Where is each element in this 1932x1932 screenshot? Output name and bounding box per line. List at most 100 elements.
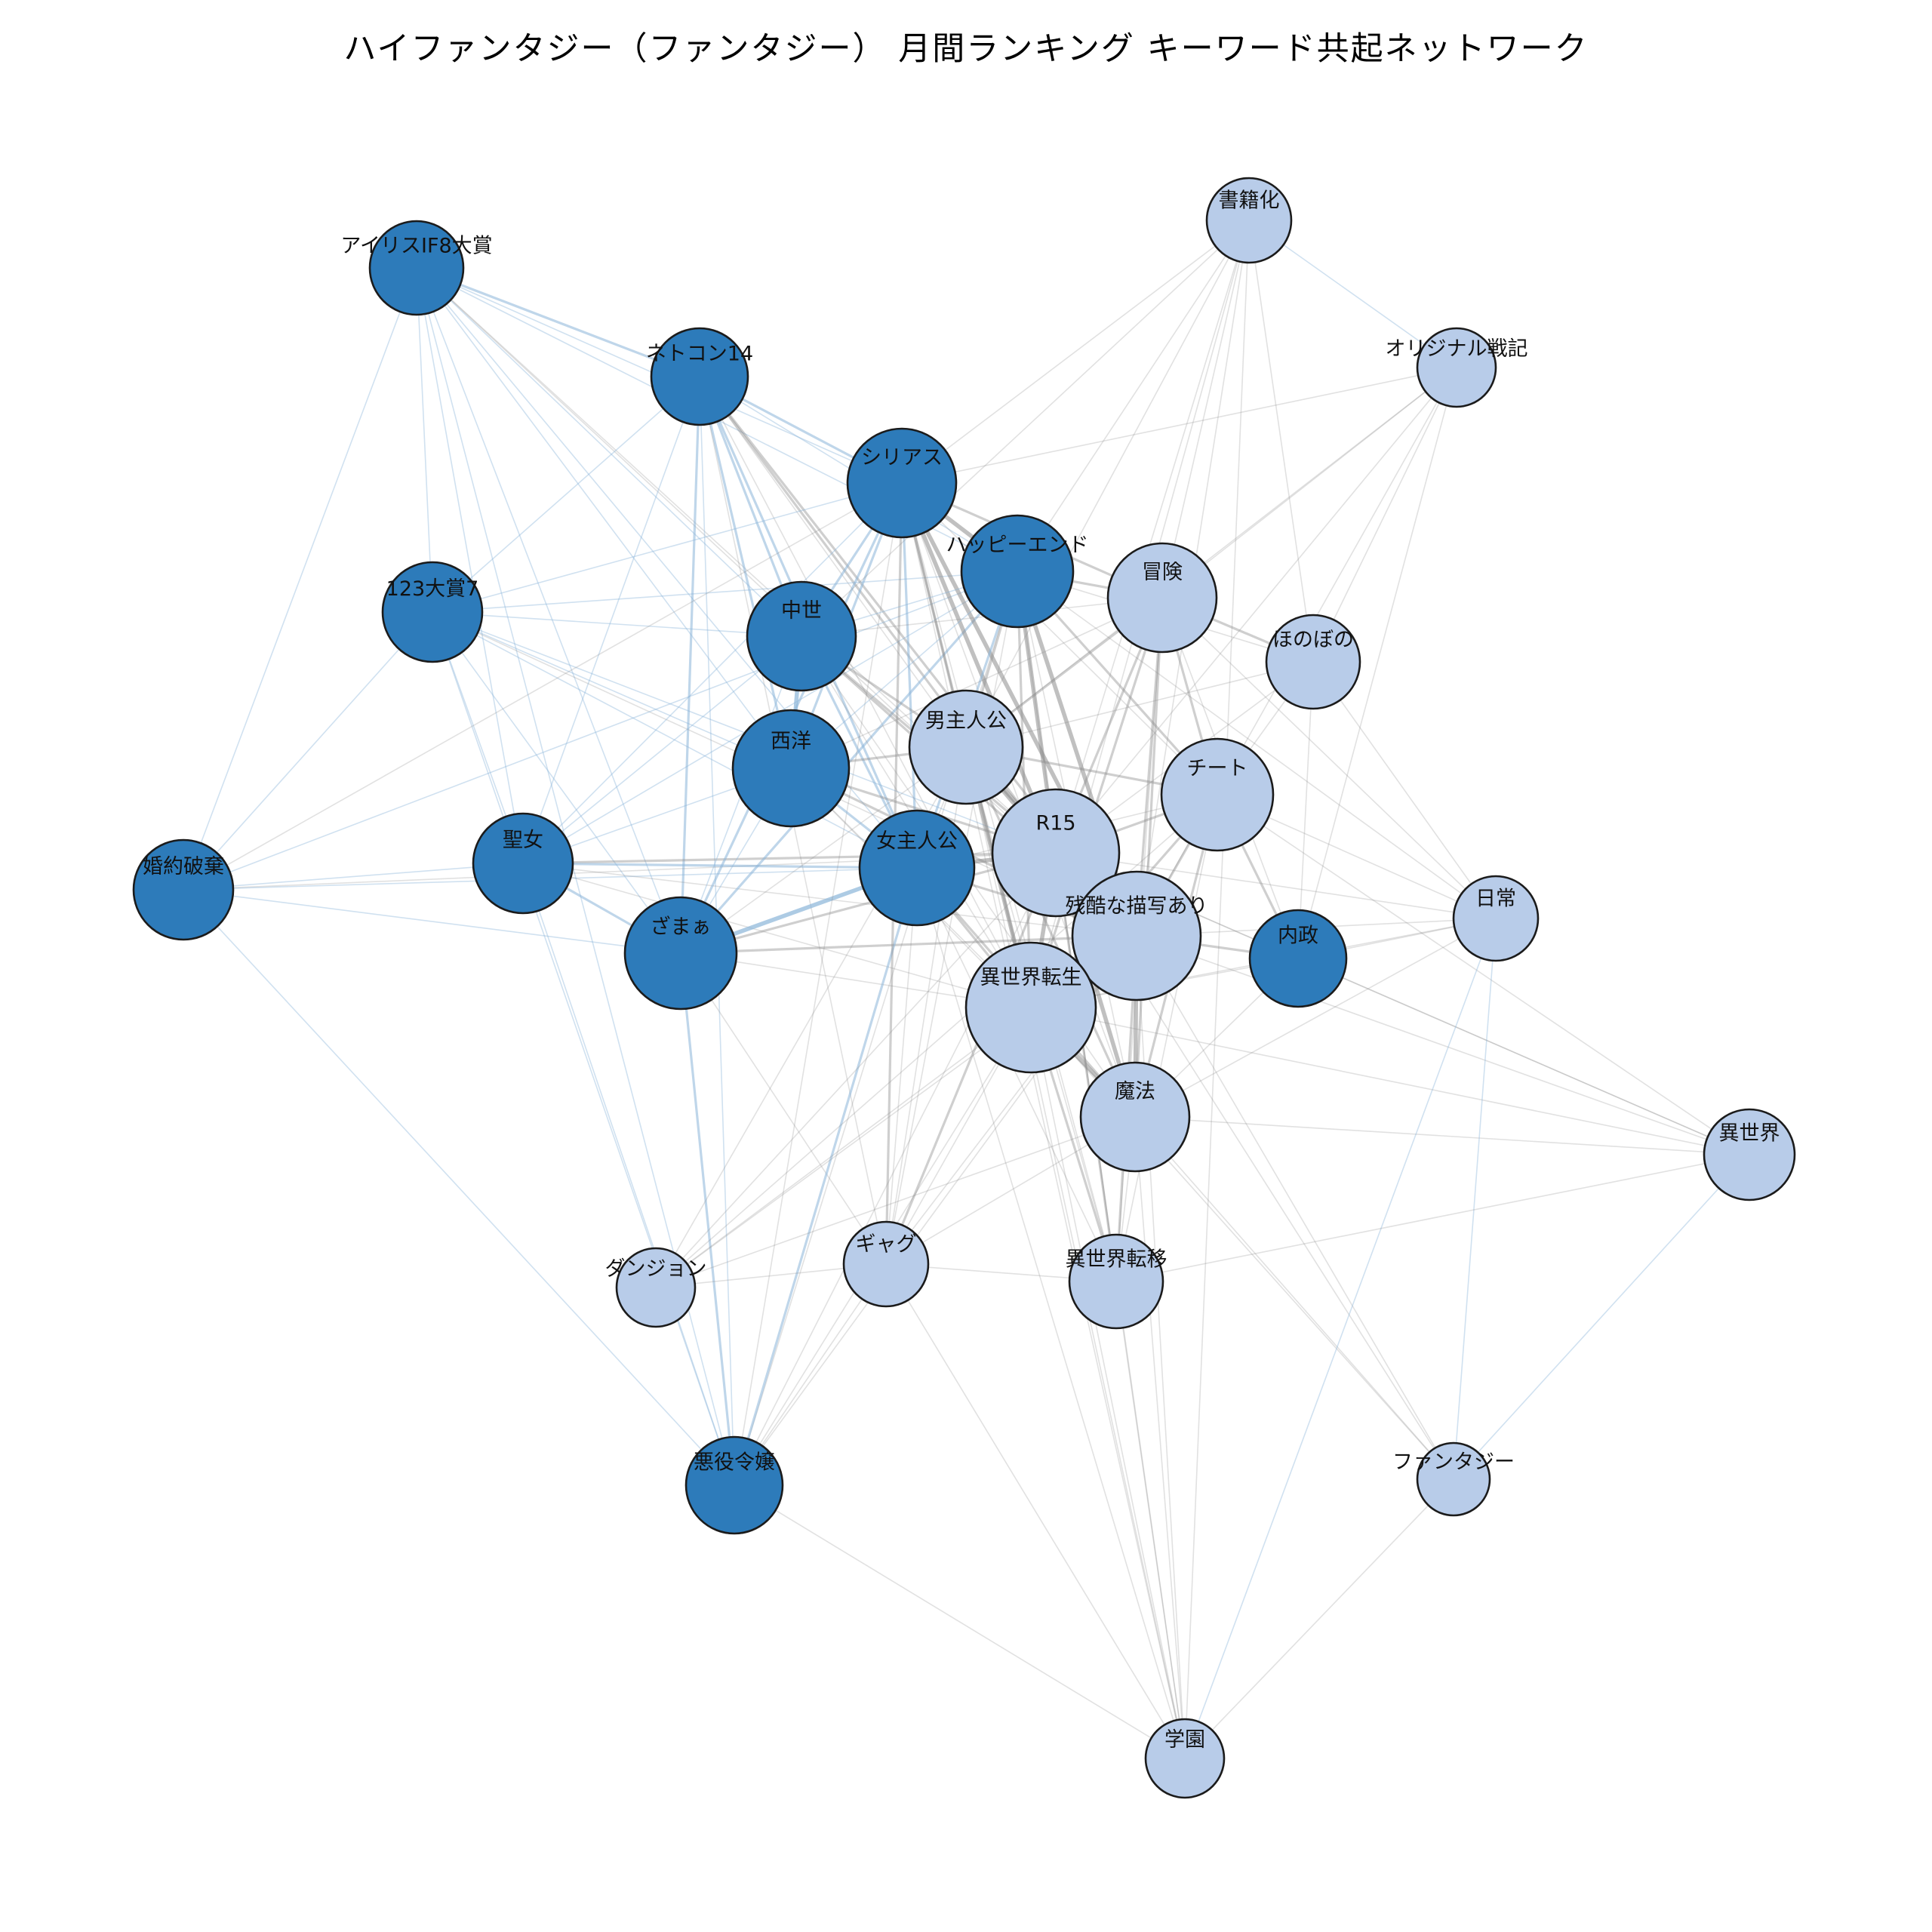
edge-冒険-日常 — [1161, 597, 1497, 919]
edge-アイリスIF8大賞-聖女 — [416, 267, 524, 864]
edge-中世-冒険 — [801, 597, 1163, 637]
edge-シリアス-R15 — [900, 481, 1058, 854]
graph-node-6-冒険 — [1106, 542, 1218, 654]
edge-ざまぁ-悪役令嬢 — [679, 952, 736, 1486]
edge-123大賞7-中世 — [432, 611, 802, 637]
edge-ほのぼの-日常 — [1312, 661, 1497, 919]
edge-アイリスIF8大賞-中世 — [416, 267, 802, 637]
graph-node-22-魔法 — [1079, 1061, 1191, 1173]
edge-男主人公-学園 — [965, 746, 1186, 1759]
edge-残酷な描写あり-ギャグ — [885, 935, 1137, 1265]
edge-R15-オリジナル戦記 — [1055, 367, 1457, 854]
graph-node-24-ダンジョン — [615, 1247, 697, 1328]
edge-ネトコン14-男主人公 — [699, 376, 967, 748]
edge-聖女-異世界転生 — [522, 863, 1032, 1008]
edge-悪役令嬢-学園 — [734, 1484, 1186, 1759]
edge-ネトコン14-ざまぁ — [679, 376, 701, 954]
edge-R15-ギャグ — [884, 852, 1057, 1265]
edge-書籍化-学園 — [1184, 220, 1250, 1759]
edge-ほのぼの-オリジナル戦記 — [1312, 367, 1457, 663]
edge-日常-学園 — [1184, 918, 1497, 1759]
edge-123大賞7-ざまぁ — [432, 611, 681, 954]
graph-node-9-中世 — [746, 580, 857, 692]
graph-node-12-チート — [1160, 737, 1275, 852]
edge-ファンタジー-学園 — [1184, 1478, 1454, 1759]
edge-ほのぼの-書籍化 — [1248, 220, 1314, 663]
edge-ネトコン14-異世界転生 — [699, 376, 1032, 1008]
edge-異世界転生-冒険 — [1029, 597, 1164, 1008]
graph-node-23-異世界 — [1703, 1108, 1796, 1201]
edge-異世界転生-学園 — [1030, 1007, 1186, 1759]
edge-聖女-シリアス — [522, 482, 903, 864]
edge-男主人公-ほのぼの — [965, 661, 1314, 748]
edge-ハッピーエンド-ギャグ — [885, 571, 1018, 1265]
edge-男主人公-魔法 — [964, 746, 1137, 1118]
edge-冒険-オリジナル戦記 — [1161, 367, 1457, 598]
edge-アイリスIF8大賞-ざまぁ — [416, 267, 681, 954]
edge-123大賞7-ハッピーエンド — [432, 571, 1018, 613]
edge-アイリスIF8大賞-婚約破棄 — [183, 267, 417, 891]
edge-冒険-書籍化 — [1161, 220, 1250, 598]
edge-R15-日常 — [1055, 852, 1497, 919]
edge-中世-書籍化 — [801, 220, 1250, 637]
edge-ギャグ-学園 — [885, 1263, 1186, 1759]
edge-ダンジョン-R15 — [655, 852, 1057, 1288]
graph-node-14-女主人公 — [858, 809, 976, 927]
edge-婚約破棄-聖女 — [183, 863, 524, 891]
edge-シリアス-オリジナル戦記 — [901, 367, 1457, 484]
edge-ざまぁ-ギャグ — [680, 952, 887, 1265]
edge-悪役令嬢-シリアス — [734, 482, 903, 1486]
graph-node-4-書籍化 — [1205, 177, 1293, 264]
edge-アイリスIF8大賞-西洋 — [416, 267, 792, 769]
edge-魔法-ダンジョン — [655, 1116, 1136, 1288]
edge-アイリスIF8大賞-123大賞7 — [416, 267, 433, 613]
graph-node-17-残酷な描写あり — [1071, 870, 1202, 1001]
edge-魔法-日常 — [1134, 918, 1497, 1118]
edge-聖女-中世 — [522, 635, 802, 864]
edge-シリアス-女主人公 — [900, 482, 918, 869]
edge-女主人公-学園 — [916, 867, 1186, 1759]
edge-聖女-女主人公 — [522, 862, 918, 869]
edge-ざまぁ-男主人公 — [680, 746, 967, 954]
edge-123大賞7-西洋 — [432, 611, 792, 769]
graph-node-20-ざまぁ — [623, 896, 738, 1011]
graph-node-25-ギャグ — [842, 1220, 930, 1308]
edge-悪役令嬢-女主人公 — [733, 867, 918, 1486]
edge-ハッピーエンド-日常 — [1017, 571, 1497, 919]
edge-シリアス-チート — [901, 482, 1218, 795]
edge-ざまぁ-残酷な描写あり — [680, 934, 1137, 955]
edge-ハッピーエンド-異世界転生 — [1016, 571, 1032, 1008]
edge-ざまぁ-R15 — [680, 851, 1057, 955]
chart-title: ハイファンタジー（ファンタジー） 月間ランキング キーワード共起ネットワーク — [343, 30, 1589, 68]
edge-ハッピーエンド-書籍化 — [1017, 220, 1250, 572]
edge-魔法-冒険 — [1134, 597, 1164, 1118]
edge-女主人公-異世界転移 — [916, 867, 1117, 1282]
edge-異世界転移-異世界 — [1115, 1154, 1750, 1282]
edge-チート-異世界 — [1217, 794, 1750, 1155]
edge-婚約破棄-ハッピーエンド — [183, 571, 1018, 891]
edge-ハッピーエンド-異世界転移 — [1017, 571, 1117, 1282]
graph-node-5-オリジナル戦記 — [1416, 327, 1497, 408]
graph-node-27-悪役令嬢 — [685, 1435, 784, 1535]
edge-婚約破棄-悪役令嬢 — [183, 889, 735, 1486]
edge-魔法-ファンタジー — [1134, 1116, 1454, 1480]
edge-ネトコン14-西洋 — [698, 376, 792, 769]
edge-異世界転生-異世界 — [1030, 1007, 1750, 1155]
graph-node-13-R15 — [991, 788, 1121, 918]
edge-男主人公-書籍化 — [965, 220, 1250, 748]
graph-node-0-アイリスIF8大賞 — [368, 220, 465, 316]
edge-異世界転移-学園 — [1115, 1281, 1186, 1759]
edge-異世界-ファンタジー — [1453, 1154, 1750, 1480]
edge-残酷な描写あり-ファンタジー — [1136, 935, 1454, 1480]
edge-西洋-冒険 — [790, 597, 1163, 769]
graph-node-19-日常 — [1452, 875, 1540, 962]
edge-ネトコン14-123大賞7 — [432, 376, 700, 613]
edge-男主人公-オリジナル戦記 — [965, 367, 1457, 748]
graph-node-26-異世界転移 — [1068, 1233, 1164, 1330]
edge-異世界転生-ダンジョン — [655, 1007, 1032, 1288]
labels-layer: アイリスIF8大賞ネトコン14シリアスハッピーエンド書籍化オリジナル戦記冒険ほの… — [143, 189, 1780, 1752]
graph-node-28-ファンタジー — [1416, 1441, 1491, 1517]
edge-ほのぼの-内政 — [1297, 661, 1314, 959]
